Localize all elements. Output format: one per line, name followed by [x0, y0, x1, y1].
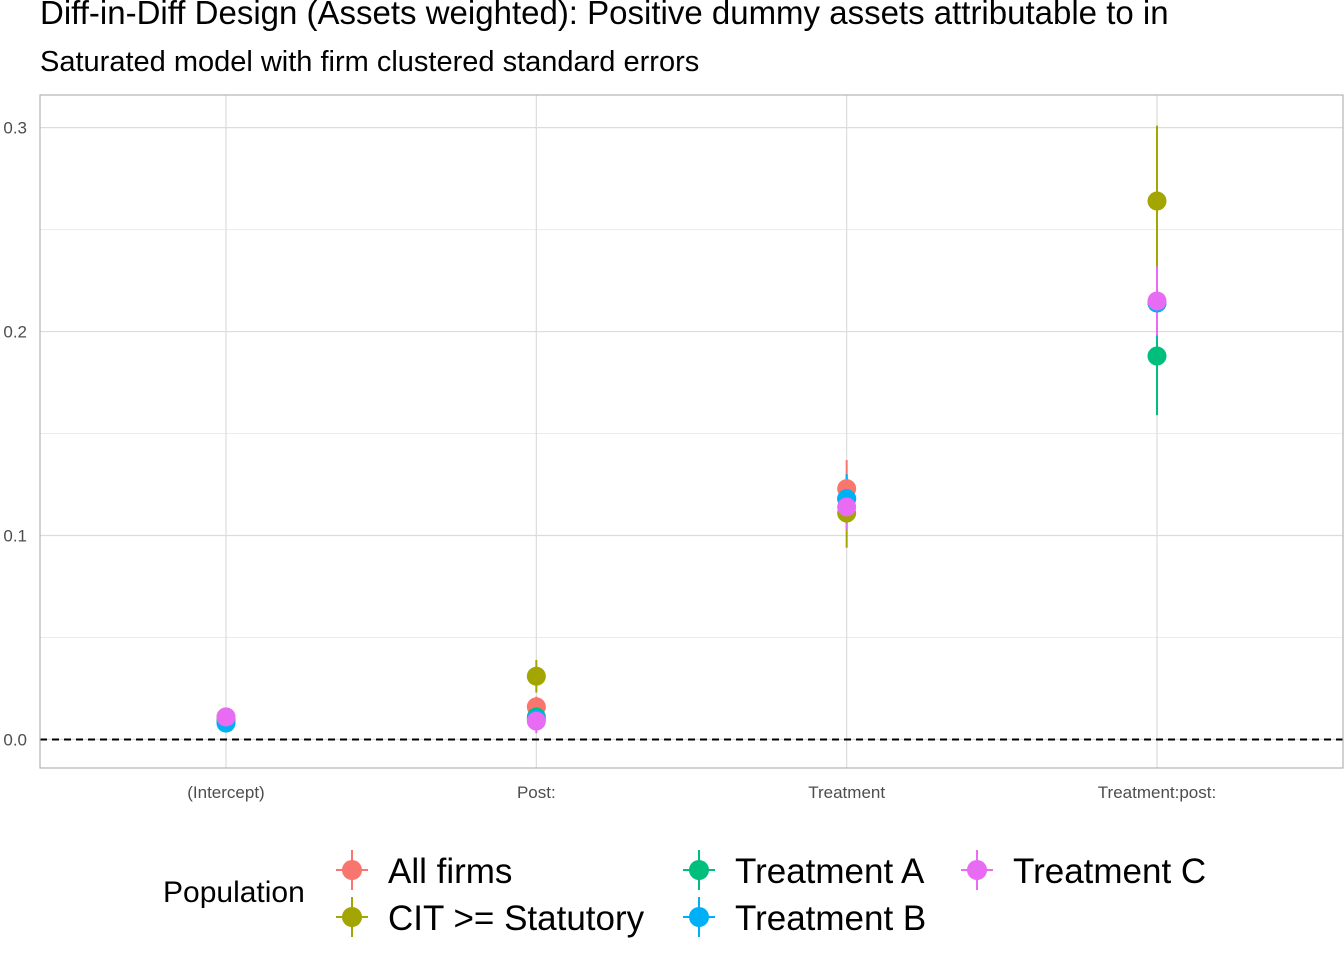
point-treatment-c: [837, 497, 857, 517]
x-tick-label: Post:: [517, 783, 556, 802]
legend-label: Treatment B: [735, 899, 927, 938]
legend-key-treatment-a: [683, 850, 715, 890]
legend-key-point: [967, 860, 987, 880]
y-tick-label: 0.1: [3, 527, 27, 546]
coefficient-plot: 0.0 0.1 0.2 0.3 (Intercept) Post: Treatment Tre…: [3, 94, 1344, 802]
point-treatment-c: [216, 707, 236, 727]
y-tick-label: 0.2: [3, 323, 27, 342]
point-treatment-c: [1147, 291, 1167, 311]
legend-key-all-firms: [336, 850, 368, 890]
y-tick-label: 0.0: [3, 730, 27, 749]
plot-panel: [40, 95, 1343, 768]
x-tick-label: Treatment:post:: [1098, 783, 1216, 802]
legend-key-cit-statutory: [336, 897, 368, 937]
point-cit-statutory: [1147, 191, 1167, 211]
legend-label: Treatment C: [1013, 852, 1207, 891]
legend-title: Population: [163, 876, 305, 909]
plot-border: [39, 94, 1344, 769]
legend-label: CIT >= Statutory: [388, 899, 645, 938]
point-cit-statutory: [526, 666, 546, 686]
legend-key-point: [342, 907, 362, 927]
chart-subtitle: Saturated model with firm clustered stan…: [40, 46, 700, 78]
legend-key-point: [689, 907, 709, 927]
point-treatment-a: [1147, 346, 1167, 366]
y-tick-label: 0.3: [3, 119, 27, 138]
x-tick-label: (Intercept): [187, 783, 264, 802]
legend-label: All firms: [388, 852, 513, 891]
legend-key-point: [689, 860, 709, 880]
legend-key-point: [342, 860, 362, 880]
x-tick-label: Treatment: [808, 783, 885, 802]
legend: Population All firms CIT >= Statutory Trea…: [0, 840, 1344, 950]
legend-key-treatment-b: [683, 897, 715, 937]
chart-title: Diff-in-Diff Design (Assets weighted): P…: [40, 0, 1169, 31]
point-treatment-c: [526, 711, 546, 731]
legend-key-treatment-c: [961, 850, 993, 890]
legend-label: Treatment A: [735, 852, 925, 891]
